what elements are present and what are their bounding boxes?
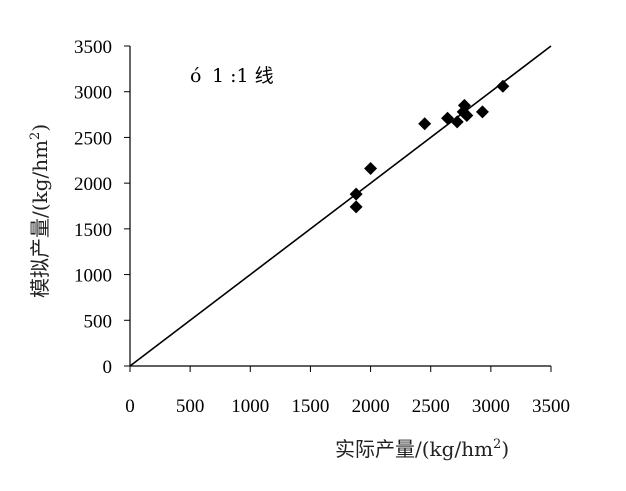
y-axis-title: 模拟产量/(kg/hm2)	[28, 124, 52, 298]
data-point	[475, 105, 489, 119]
y-tick-label: 3000	[74, 83, 112, 104]
x-axis-title-main: 实际产量/(kg/hm	[335, 437, 493, 461]
y-tick-label: 2500	[74, 128, 112, 149]
x-axis-title-sup: 2	[493, 437, 501, 452]
y-tick-label: 1000	[74, 266, 112, 287]
legend-label: 1 :1 线	[212, 65, 274, 87]
legend: ó 1 :1 线	[190, 65, 274, 87]
x-tick-label: 3000	[472, 396, 510, 417]
x-tick-label: 1000	[231, 396, 269, 417]
data-point	[349, 187, 363, 201]
data-point	[460, 108, 474, 122]
y-tick-label: 2000	[74, 174, 112, 195]
y-tick-label: 0	[103, 357, 113, 378]
data-point	[418, 117, 432, 131]
data-point	[441, 111, 455, 125]
data-point	[457, 98, 471, 112]
x-tick-label: 0	[125, 396, 135, 417]
axes: 0 500 1000 1500 2000 2500 3000 3500 0 500 1000 1500…	[74, 37, 570, 417]
data-points	[349, 79, 510, 214]
x-axis-title-end: )	[501, 437, 509, 461]
y-axis-title-sup: 2	[28, 132, 43, 140]
x-tick-label: 500	[176, 396, 205, 417]
x-axis-title: 实际产量/(kg/hm2)	[335, 437, 509, 461]
y-axis-title-main: 模拟产量/(kg/hm	[28, 140, 52, 298]
x-tick-label: 2500	[412, 396, 450, 417]
data-point	[364, 162, 378, 176]
y-axis-title-end: )	[28, 124, 52, 132]
y-tick-label: 1500	[74, 220, 112, 241]
data-point	[496, 79, 510, 93]
y-tick-label: 3500	[74, 37, 112, 58]
x-tick-label: 1500	[291, 396, 329, 417]
legend-marker: ó	[190, 65, 201, 87]
data-point	[450, 115, 464, 129]
reference-line	[129, 45, 552, 367]
one-to-one-line	[129, 45, 552, 367]
data-point	[349, 200, 363, 214]
y-tick-label: 500	[84, 311, 113, 332]
x-tick-label: 2000	[352, 396, 390, 417]
x-tick-label: 3500	[532, 396, 570, 417]
